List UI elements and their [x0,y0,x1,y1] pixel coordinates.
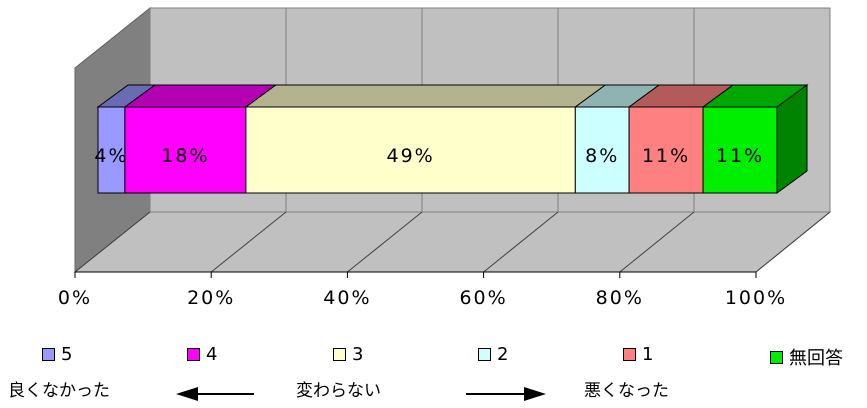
bar-front-face [702,106,778,194]
legend-swatch [333,348,346,361]
bar-segment-1 [627,84,735,194]
legend-swatch [770,350,783,364]
data-label: 18% [161,145,209,167]
legend-item: 無回答 [770,344,843,370]
x-tick-label: 60% [459,287,507,309]
legend-label: 3 [352,344,364,365]
bar-top-face [244,84,607,108]
bar-front-face [574,106,630,194]
x-tick-label: 40% [323,287,371,309]
gridline-floor [210,211,287,273]
right-arrow-icon [466,387,546,401]
caption-worse-before: 良くなかった [8,381,110,401]
legend-label: 2 [497,344,509,365]
caption-became-worse: 悪くなった [584,381,669,401]
legend-swatch [187,348,200,361]
gridline-floor [483,211,559,273]
x-tick-label: 80% [596,287,644,309]
bar-segment-5 [96,84,157,194]
bar-segment-3 [244,84,607,194]
chart-bars [96,84,809,194]
legend-swatch [42,348,55,361]
legend-label: 1 [642,344,654,365]
legend-swatch [478,348,491,361]
chart-data-labels: 4% 18% 49% 8% 11% 11% [94,145,764,167]
bar-front-face [245,106,576,194]
legend-label: 5 [61,344,73,365]
x-tick-label: 100% [725,287,787,309]
legend-item: 1 [623,344,653,365]
gridline-floor [347,211,423,273]
bar-front-face [628,106,704,194]
x-tick-label: 20% [187,287,235,309]
gridline-floor [755,211,831,273]
legend-label: 無回答 [789,348,843,369]
caption-unchanged: 変わらない [296,381,381,401]
left-arrow-icon [176,387,254,401]
chart-x-ticks: 0% 20% 40% 60% 80% 100% [58,287,787,309]
gridline-floor [619,211,695,273]
bar-front-face [124,106,247,194]
data-label: 49% [386,145,434,167]
bar-segment-4 [123,84,278,194]
data-label: 11% [642,145,690,167]
legend-item: 5 [42,344,72,365]
data-label: 8% [585,145,619,167]
bar-front-face [97,106,126,194]
legend-item: 2 [478,344,508,365]
bar-side-face [776,84,808,194]
legend-label: 4 [206,344,218,365]
stacked-bar-chart: 4% 18% 49% 8% 11% 11% 0% 20% 40% 60% 80% 100% [58,6,832,309]
legend-item: 3 [333,344,363,365]
data-label: 4% [94,145,128,167]
gridline-floor [74,211,151,273]
data-label: 11% [716,145,764,167]
legend-item: 4 [187,344,217,365]
floor [73,211,832,273]
chart-legend: 5 4 3 2 1 無回答 [0,344,867,370]
legend-swatch [623,348,636,361]
bar-segment-2 [573,84,661,194]
x-tick-label: 0% [58,287,92,309]
bar-segment-無回答 [701,84,809,194]
